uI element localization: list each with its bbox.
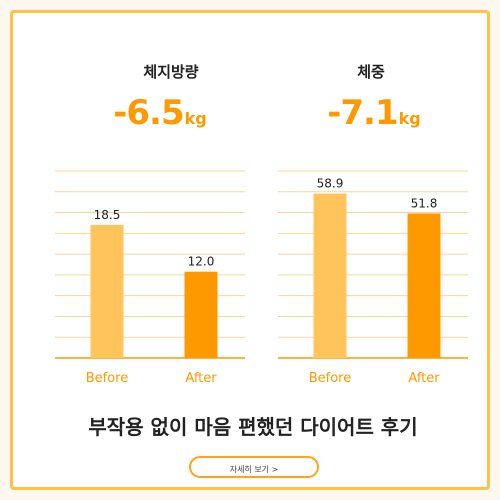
body-fat-label: 체지방량 [143, 63, 199, 81]
body-fat-bar-after [184, 271, 218, 358]
weight-data-label: 51.8 [411, 196, 438, 210]
view-details-button[interactable]: 자세히 보기 > [189, 456, 319, 478]
body-fat-data-label: 18.5 [94, 208, 121, 222]
body-fat-category-label: Before [86, 371, 129, 386]
weight-bar-before [313, 193, 347, 358]
weight-data-label: 58.9 [317, 177, 344, 191]
weight-change-unit: kg [398, 109, 421, 128]
weight-bar-after [407, 213, 441, 358]
weight-category-label: Before [309, 371, 352, 386]
weight-change-value: -7.1 [327, 93, 398, 133]
body-fat-change-unit: kg [184, 109, 207, 128]
body-fat-bar-before [90, 224, 124, 358]
weight-change: -7.1kg [279, 93, 469, 133]
headline: 부작용 없이 마음 편했던 다이어트 후기 [88, 415, 418, 439]
body-fat-chart: 18.5 Before 12.0 After [55, 170, 245, 386]
body-fat-change: -6.5kg [65, 93, 255, 133]
weight-category-label: After [408, 371, 440, 386]
body-fat-data-label: 12.0 [188, 255, 215, 269]
body-fat-category-label: After [185, 371, 217, 386]
weight-label: 체중 [357, 63, 385, 81]
weight-chart: 58.9 Before 51.8 After [278, 170, 468, 386]
result-card: 체지방량 -6.5kg 체중 -7.1kg 18.5 Before 12.0 Afte… [10, 10, 490, 490]
body-fat-change-value: -6.5 [113, 93, 184, 133]
